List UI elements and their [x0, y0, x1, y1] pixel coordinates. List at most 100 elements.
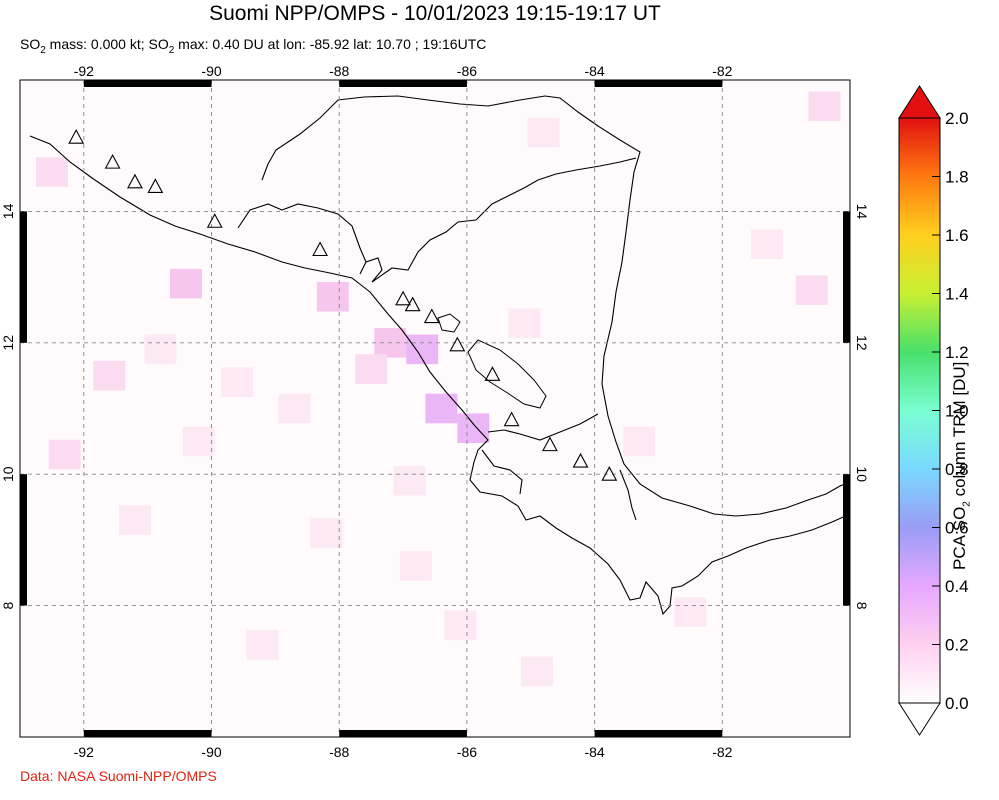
so2-pixels — [35, 91, 841, 687]
volcano-marker-12 — [542, 436, 558, 452]
colorbar-tick-0: 2.0 — [945, 109, 969, 128]
lat-tick-left-0: 14 — [0, 203, 16, 219]
so2-pixel-23 — [527, 117, 560, 148]
so2-pixel-8 — [93, 360, 126, 391]
volcano-marker-8 — [423, 308, 440, 324]
so2-pixel-10 — [221, 367, 254, 398]
lon-tick-bottom-5: -82 — [712, 744, 732, 760]
volcano-marker-11 — [503, 411, 520, 427]
so2-pixel-9 — [144, 334, 177, 365]
so2-pixel-12 — [508, 308, 541, 338]
colorbar-tick-7: 0.6 — [945, 519, 969, 538]
lat-tick-left-3: 8 — [0, 601, 16, 609]
lon-tick-top-3: -86 — [457, 63, 477, 79]
lon-tick-top-4: -84 — [584, 63, 604, 79]
lake-managua — [437, 313, 461, 333]
volcano-marker-9 — [449, 336, 466, 352]
top-axis-bar-2 — [339, 80, 467, 87]
lon-tick-bottom-0: -92 — [74, 744, 94, 760]
top-axis-bar-0 — [83, 80, 212, 87]
so2-pixel-20 — [310, 518, 343, 549]
lon-tick-bottom-3: -86 — [457, 744, 477, 760]
lat-tick-left-2: 10 — [0, 466, 16, 482]
so2-pixel-24 — [808, 91, 841, 122]
so2-pixel-22 — [35, 157, 68, 187]
coastlines — [29, 95, 850, 616]
colorbar-tick-1: 1.8 — [945, 168, 969, 187]
lon-tick-top-2: -88 — [329, 63, 349, 79]
so2-pixel-25 — [118, 505, 151, 535]
volcano-marker-5 — [312, 241, 328, 257]
so2-pixel-4 — [170, 268, 202, 299]
left-axis-bar-2 — [20, 474, 27, 606]
volcano-marker-3 — [147, 178, 164, 193]
so2-pixel-3 — [457, 413, 490, 443]
lat-tick-right-2: 10 — [854, 466, 870, 482]
lat-tick-right-1: 12 — [854, 335, 870, 351]
colorbar-tick-3: 1.4 — [945, 285, 969, 304]
map-panel — [19, 79, 851, 738]
colorbar-min-extend-triangle — [898, 702, 941, 736]
so2-pixel-16 — [399, 551, 432, 581]
tick-labels: -92 -92 -90 -90 -88 -88 -86 -86 -84 -84 -82 -82 14 14… — [0, 63, 870, 760]
lon-tick-bottom-2: -88 — [329, 744, 349, 760]
top-axis-bar-4 — [594, 80, 723, 87]
colorbar: 2.0 1.8 1.6 1.4 1.2 1.0 0.8 0.6 0.4 0.2 0.0 — [898, 85, 969, 736]
lon-tick-top-1: -90 — [201, 63, 221, 79]
colorbar-tick-4: 1.2 — [945, 343, 969, 362]
lat-tick-right-0: 14 — [854, 204, 870, 220]
so2-pixel-5 — [316, 282, 349, 312]
country-border-cr-pa — [619, 469, 637, 521]
colorbar-tick-labels: 2.0 1.8 1.6 1.4 1.2 1.0 0.8 0.6 0.4 0.2 0.0 — [932, 109, 969, 713]
so2-pixel-14 — [751, 229, 783, 260]
volcano-marker-10 — [484, 366, 501, 381]
so2-pixel-13 — [623, 426, 656, 457]
caribbean-coast — [261, 95, 850, 517]
data-credit: Data: NASA Suomi-NPP/OMPS — [20, 768, 217, 784]
colorbar-max-extend-triangle — [898, 85, 941, 119]
axis-tick-bars — [20, 80, 850, 737]
colorbar-tick-5: 1.0 — [945, 402, 969, 421]
colorbar-tick-8: 0.4 — [945, 577, 969, 596]
colorbar-tick-9: 0.2 — [945, 636, 969, 655]
so2-pixel-11 — [278, 393, 311, 424]
so2-pixel-21 — [674, 597, 707, 627]
so2-pixel-15 — [795, 275, 828, 306]
lon-tick-top-5: -82 — [712, 63, 732, 79]
so2-pixel-2 — [425, 393, 458, 424]
bottom-axis-bar-2 — [339, 730, 467, 737]
volcano-marker-14 — [601, 466, 618, 481]
map-title: Suomi NPP/OMPS - 10/01/2023 19:15-19:17 … — [209, 2, 661, 25]
volcano-marker-2 — [127, 173, 143, 189]
so2-pixel-27 — [182, 426, 215, 457]
colorbar-tick-2: 1.6 — [945, 226, 969, 245]
so2-pixel-6 — [355, 354, 388, 384]
so2-pixel-19 — [246, 630, 279, 660]
country-border-ni-cr — [487, 413, 599, 441]
country-border-gt-hn — [237, 203, 367, 263]
lon-tick-top-0: -92 — [74, 63, 94, 79]
lon-tick-bottom-1: -90 — [201, 744, 221, 760]
left-axis-bar-0 — [20, 211, 27, 343]
volcano-marker-6 — [395, 290, 411, 306]
volcano-marker-0 — [68, 128, 85, 144]
gulf-of-fonseca — [359, 257, 383, 283]
colorbar-tick-10: 0.0 — [945, 694, 969, 713]
colorbar-tick-6: 0.8 — [945, 460, 969, 479]
right-axis-bar-2 — [843, 474, 850, 606]
pacific-coast — [29, 135, 850, 616]
so2-pixel-18 — [521, 656, 554, 687]
volcano-marker-7 — [404, 296, 421, 312]
lon-tick-bottom-4: -84 — [584, 744, 604, 760]
lat-tick-left-1: 12 — [0, 335, 16, 351]
volcano-marker-1 — [104, 153, 121, 169]
nicoya-peninsula — [481, 449, 523, 495]
so2-pixel-17 — [444, 610, 477, 641]
lat-lon-grid — [20, 80, 850, 737]
country-border-hn-ni — [371, 157, 637, 283]
bottom-axis-bar-0 — [83, 730, 212, 737]
so2-pixel-26 — [393, 465, 426, 496]
so2-pixel-7 — [48, 439, 81, 470]
colorbar-label: PCA SO2 column TRM [DU] — [950, 361, 973, 570]
